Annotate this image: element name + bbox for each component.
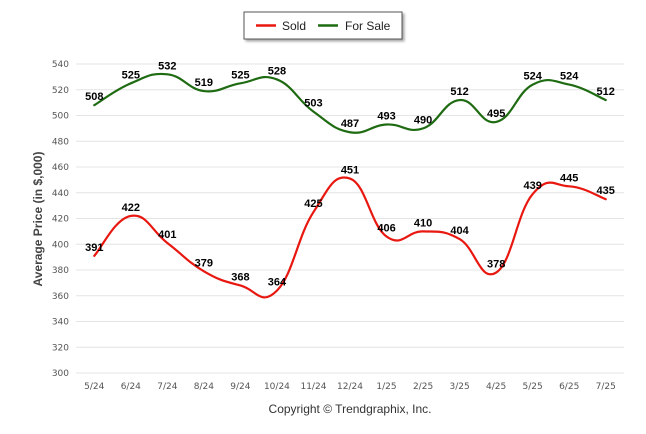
series-lines (93, 72, 607, 299)
data-label-sold: 422 (122, 202, 140, 214)
data-label-for-sale: 508 (85, 91, 103, 103)
data-label-sold: 401 (158, 229, 176, 241)
data-label-for-sale: 519 (195, 77, 213, 89)
y-tick-label: 300 (52, 369, 69, 379)
y-tick-label: 380 (52, 266, 69, 276)
data-label-for-sale: 512 (597, 86, 615, 98)
legend: Sold For Sale (243, 11, 403, 40)
data-label-sold: 379 (195, 257, 213, 269)
x-tick-label: 5/25 (523, 382, 543, 392)
x-tick-label: 4/25 (486, 382, 506, 392)
x-tick-label: 7/24 (157, 382, 177, 392)
data-label-sold: 439 (523, 180, 541, 192)
series-sold-line (93, 176, 607, 299)
data-label-sold: 451 (341, 165, 359, 177)
data-label-for-sale: 525 (122, 69, 140, 81)
data-label-for-sale: 487 (341, 118, 359, 130)
data-label-for-sale: 532 (158, 60, 176, 72)
y-axis-title: Average Price (in $,000) (31, 152, 45, 287)
data-label-sold: 378 (487, 259, 505, 271)
data-label-for-sale: 493 (377, 111, 395, 123)
data-label-for-sale: 525 (231, 69, 249, 81)
x-axis-tick-labels: 5/24 6/24 7/24 8/24 9/24 10/24 11/24 12/24 1/25 2… (84, 382, 616, 392)
data-label-sold: 410 (414, 217, 432, 229)
legend-sold-label: Sold (282, 19, 306, 33)
x-tick-label: 9/24 (230, 382, 250, 392)
series-for-sale-line (93, 72, 607, 134)
data-label-for-sale: 528 (268, 65, 286, 77)
x-tick-label: 11/24 (300, 382, 326, 392)
y-tick-label: 340 (52, 318, 69, 328)
y-gridlines (76, 63, 624, 374)
data-label-for-sale: 495 (487, 108, 505, 120)
copyright-text: Copyright © Trendgraphix, Inc. (269, 402, 432, 416)
y-axis-tick-labels: 300 320 340 360 380 400 420 440 460 480 500 520 540 (52, 60, 69, 379)
legend-for-sale-label: For Sale (345, 19, 391, 33)
data-labels: 391 422 401 379 368 364 425 451 406 410 404 378 439 4… (85, 60, 615, 288)
y-tick-label: 400 (52, 240, 69, 250)
x-tick-label: 6/25 (559, 382, 579, 392)
data-label-sold: 364 (268, 277, 287, 289)
y-tick-label: 420 (52, 215, 69, 225)
data-label-for-sale: 524 (523, 71, 542, 83)
x-tick-label: 2/25 (413, 382, 433, 392)
data-label-for-sale: 512 (450, 86, 468, 98)
data-label-for-sale: 490 (414, 114, 432, 126)
x-tick-label: 6/24 (121, 382, 141, 392)
data-label-sold: 425 (304, 198, 322, 210)
x-tick-label: 5/24 (84, 382, 104, 392)
y-tick-label: 540 (52, 60, 69, 70)
y-tick-label: 480 (52, 137, 69, 147)
y-tick-label: 360 (52, 292, 69, 302)
x-tick-label: 7/25 (596, 382, 616, 392)
x-tick-label: 3/25 (449, 382, 469, 392)
data-label-sold: 391 (85, 242, 103, 254)
data-label-for-sale: 524 (560, 71, 579, 83)
data-label-sold: 404 (450, 225, 469, 237)
data-label-for-sale: 503 (304, 98, 322, 110)
y-tick-label: 500 (52, 112, 69, 122)
x-tick-label: 10/24 (264, 382, 290, 392)
y-tick-label: 320 (52, 343, 69, 353)
y-tick-label: 440 (52, 189, 69, 199)
data-label-sold: 368 (231, 271, 249, 283)
x-tick-label: 8/24 (194, 382, 214, 392)
data-label-sold: 445 (560, 172, 578, 184)
x-tick-label: 12/24 (337, 382, 363, 392)
data-label-sold: 406 (377, 223, 395, 235)
x-tick-label: 1/25 (376, 382, 396, 392)
y-tick-label: 460 (52, 163, 69, 173)
data-label-sold: 435 (597, 185, 615, 197)
y-tick-label: 520 (52, 86, 69, 96)
